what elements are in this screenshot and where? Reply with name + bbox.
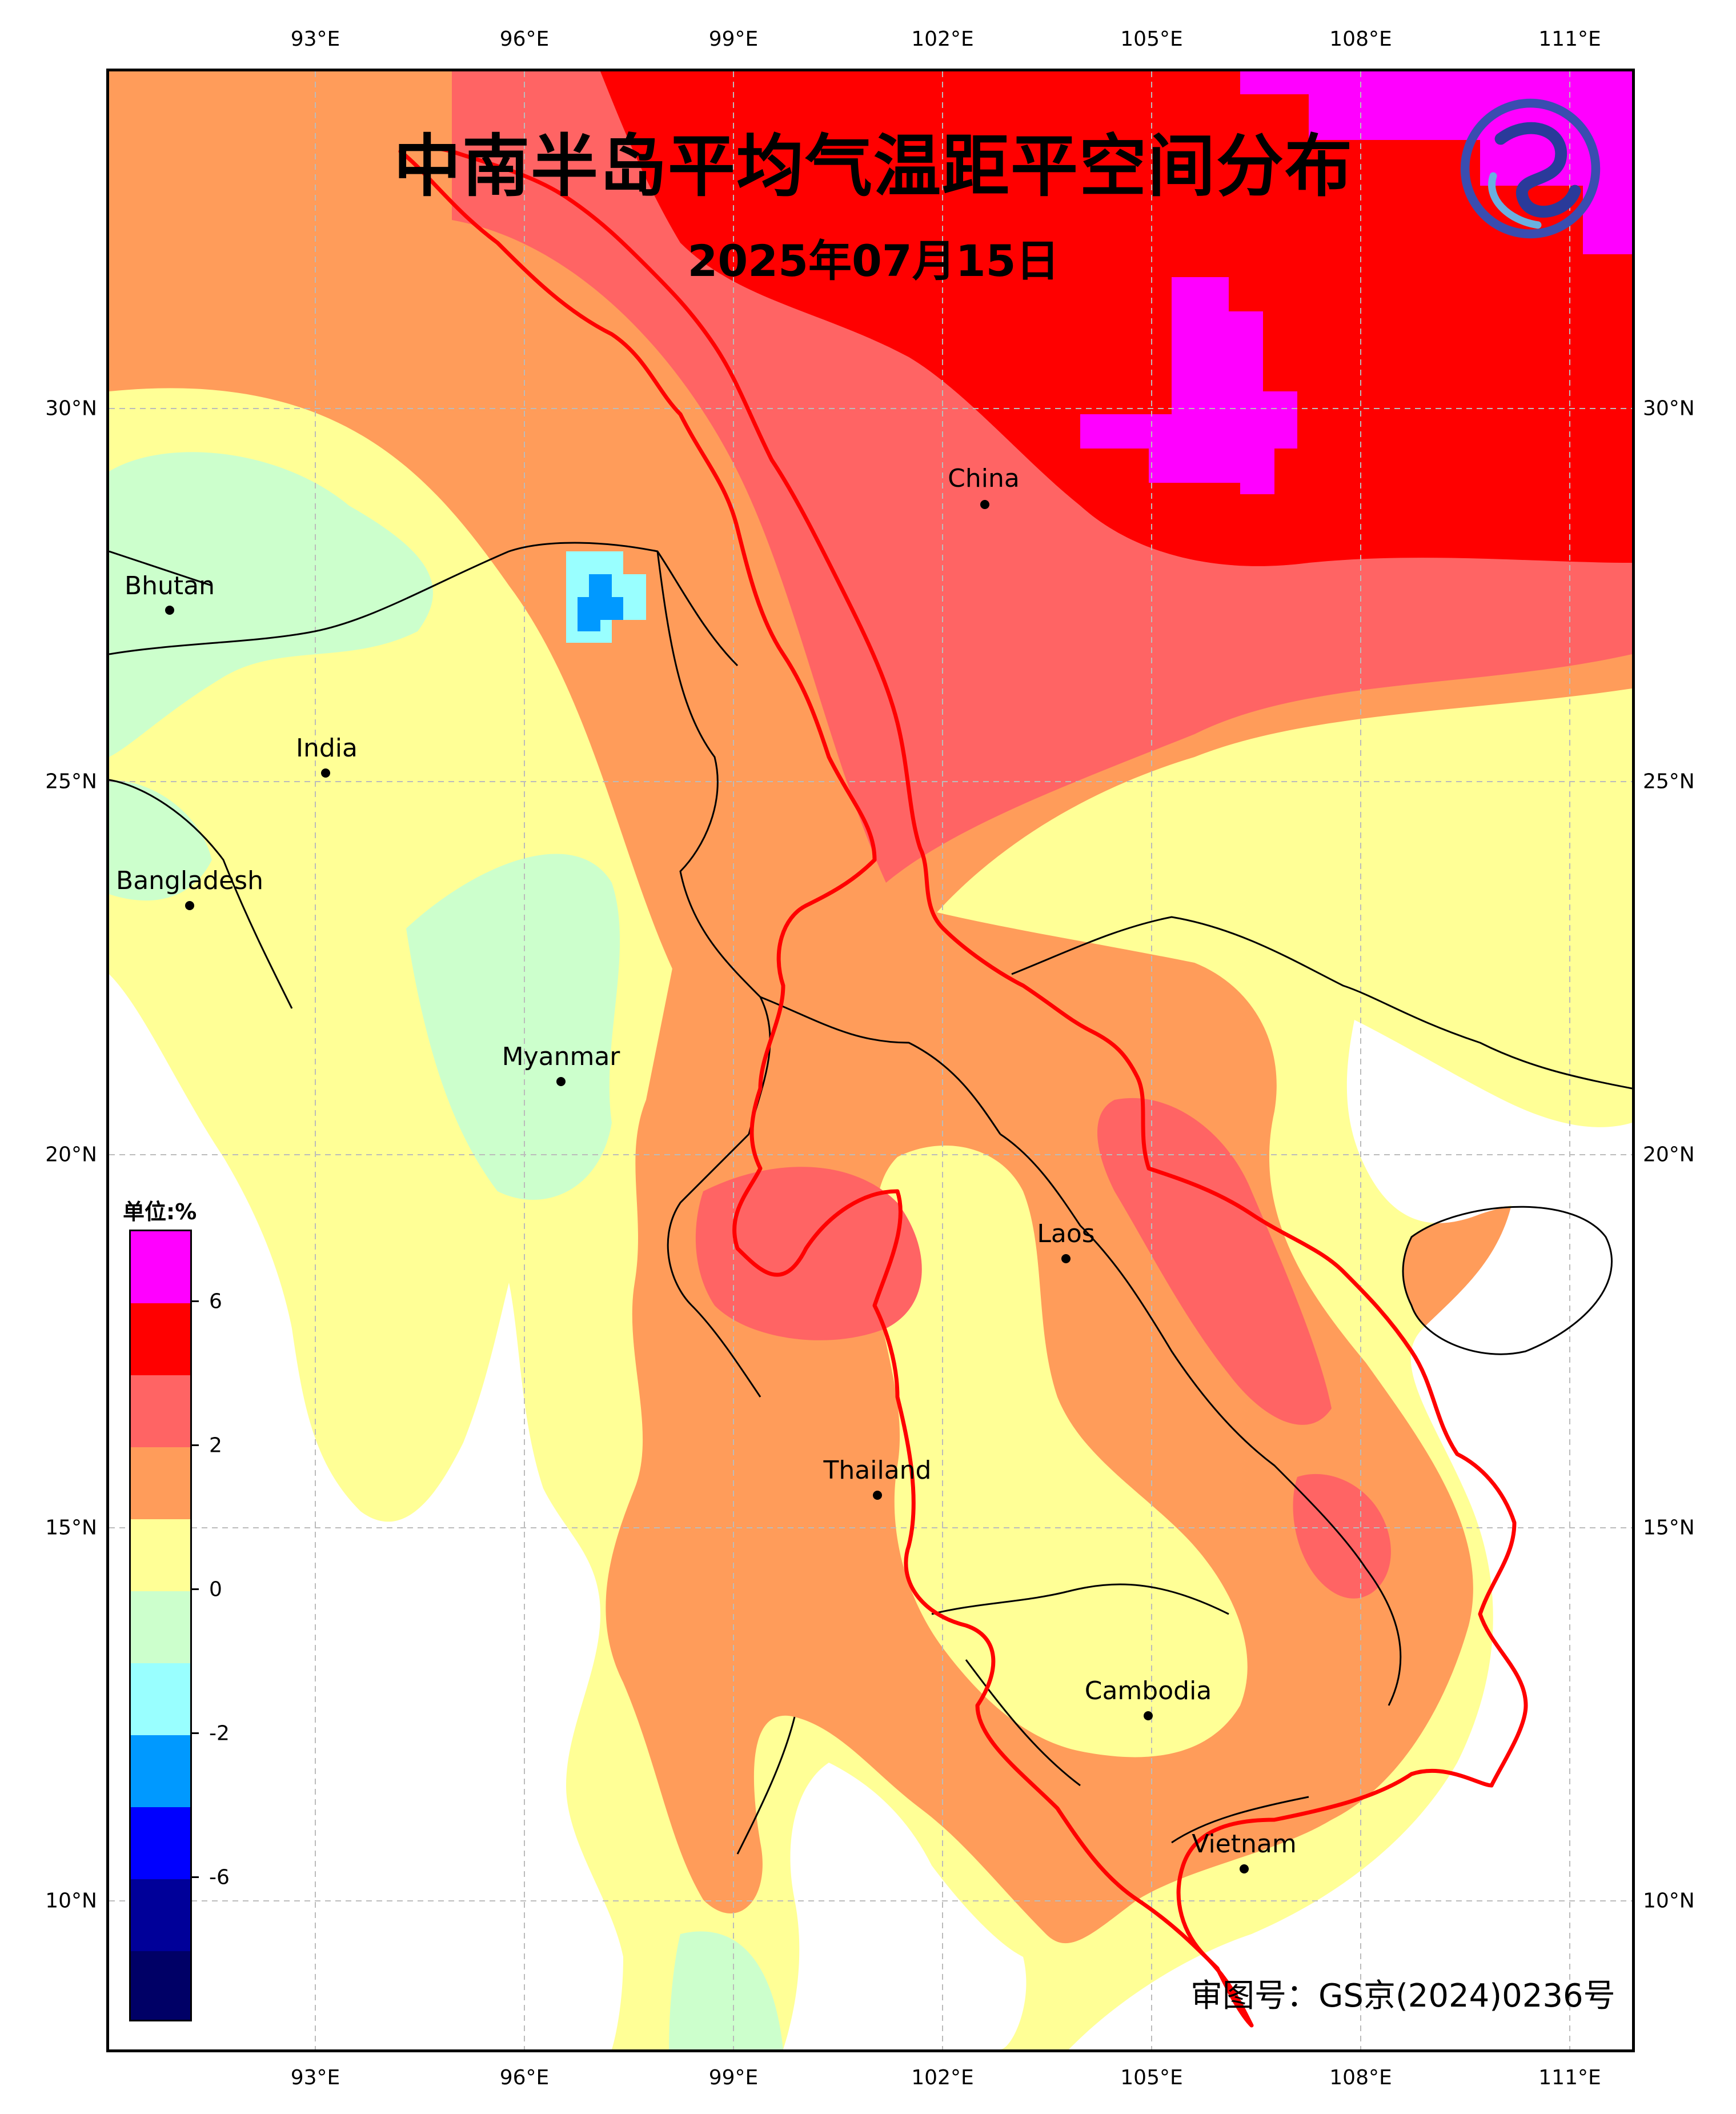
city-label-thailand: Thailand [823, 1456, 932, 1485]
city-label-bhutan: Bhutan [124, 571, 215, 600]
legend-color-bar [129, 1230, 192, 2021]
city-dot-india [321, 768, 330, 778]
lon-label-top-99: 99°E [708, 27, 759, 51]
legend-tick-label: 2 [209, 1434, 222, 1458]
map-approval-number: 审图号：GS京(2024)0236号 [1190, 1977, 1615, 2015]
city-dot-cambodia [1144, 1711, 1153, 1720]
city-dot-china [980, 500, 989, 509]
anomaly-zone-green-myanmar [406, 854, 620, 1200]
anomaly-map [109, 71, 1632, 2049]
legend-tick-label: 0 [209, 1578, 222, 1601]
lon-label-bottom-96: 96°E [499, 2066, 550, 2089]
legend-tick-mark [192, 1588, 199, 1590]
city-dot-bangladesh [185, 901, 194, 910]
lon-label-top-102: 102°E [911, 27, 974, 51]
legend-class [131, 1591, 190, 1663]
anomaly-zone-yellow-central [875, 1146, 1248, 1757]
legend-class [131, 1303, 190, 1375]
city-label-cambodia: Cambodia [1084, 1676, 1212, 1705]
legend-class [131, 1807, 190, 1879]
lat-label-right-20: 20°N [1643, 1143, 1695, 1167]
legend-tick-mark [192, 1444, 199, 1446]
anomaly-zone-salmon-laos [1097, 1098, 1332, 1425]
anomaly-zone-green-bangladesh [109, 780, 212, 901]
legend-tick-label: -2 [209, 1721, 230, 1745]
anomaly-zone-green-south [669, 1931, 783, 2049]
legend-tick-mark [192, 1876, 199, 1878]
country-borders [109, 542, 1632, 1855]
sea-south-china-sea [1069, 1181, 1632, 2049]
map-title: 中南半岛平均气温距平空间分布 [393, 127, 1353, 206]
lat-label-right-10: 10°N [1643, 1889, 1695, 1913]
legend-class [131, 1879, 190, 1951]
city-dot-bhutan [165, 606, 174, 615]
lon-label-top-108: 108°E [1329, 27, 1392, 51]
lon-label-bottom-108: 108°E [1329, 2066, 1392, 2089]
city-label-bangladesh: Bangladesh [116, 866, 263, 895]
map-date: 2025年07月15日 [687, 235, 1060, 286]
lat-label-left-10: 10°N [45, 1889, 97, 1913]
map-frame: 中南半岛平均气温距平空间分布 2025年07月15日 [106, 69, 1635, 2052]
city-dot-thailand [873, 1491, 882, 1500]
anomaly-zone-red-northeast [600, 71, 1632, 566]
city-label-china: China [948, 464, 1020, 493]
sea-bay-of-bengal [109, 974, 623, 2049]
lat-label-left-20: 20°N [45, 1143, 97, 1167]
legend-class [131, 1663, 190, 1735]
legend-tick-label: 6 [209, 1290, 222, 1314]
lat-label-right-30: 30°N [1643, 397, 1695, 421]
anomaly-zone-magenta-northeast [1240, 71, 1632, 254]
lat-label-left-25: 25°N [45, 770, 97, 794]
lon-label-top-93: 93°E [290, 27, 340, 51]
legend-tick-mark [192, 1300, 199, 1302]
city-label-myanmar: Myanmar [502, 1042, 620, 1071]
lon-label-top-111: 111°E [1538, 27, 1601, 51]
graticule [109, 71, 1632, 2049]
anomaly-zone-green-india-ne [109, 452, 433, 757]
cma-dragon-logo-icon [1460, 98, 1601, 239]
lon-label-top-96: 96°E [499, 27, 550, 51]
legend-class [131, 1375, 190, 1447]
lat-label-right-25: 25°N [1643, 770, 1695, 794]
mekong-basin-boundary [398, 145, 1528, 2028]
lon-label-top-105: 105°E [1120, 27, 1183, 51]
lon-label-bottom-99: 99°E [708, 2066, 759, 2089]
anomaly-zone-magenta-sichuan [1080, 277, 1297, 494]
anomaly-zone-blue-myanmar [578, 574, 623, 631]
city-label-laos: Laos [1037, 1219, 1095, 1248]
lon-label-bottom-93: 93°E [290, 2066, 340, 2089]
city-dot-myanmar [556, 1077, 566, 1086]
lat-label-left-30: 30°N [45, 397, 97, 421]
legend-class [131, 1231, 190, 1303]
lon-label-bottom-111: 111°E [1538, 2066, 1601, 2089]
anomaly-zone-salmon-thailand [695, 1167, 922, 1340]
legend-class [131, 1447, 190, 1519]
city-label-india: India [296, 734, 358, 763]
legend-tick-mark [192, 1732, 199, 1734]
sea-gulf-of-tonkin [1346, 1020, 1632, 1223]
legend-tick-label: -6 [209, 1865, 230, 1889]
legend-unit-label: 单位:% [123, 1199, 197, 1224]
lat-label-left-15: 15°N [45, 1516, 97, 1540]
city-label-vietnam: Vietnam [1192, 1829, 1297, 1859]
lon-label-bottom-105: 105°E [1120, 2066, 1183, 2089]
hainan-outline [1402, 1206, 1613, 1355]
legend-class [131, 1735, 190, 1807]
lon-label-bottom-102: 102°E [911, 2066, 974, 2089]
lat-label-right-15: 15°N [1643, 1516, 1695, 1540]
city-dot-laos [1061, 1254, 1071, 1263]
city-dot-vietnam [1240, 1864, 1249, 1873]
legend-class [131, 1519, 190, 1591]
legend-class [131, 1951, 190, 2020]
sea-gulf-of-thailand [783, 1763, 1027, 2049]
